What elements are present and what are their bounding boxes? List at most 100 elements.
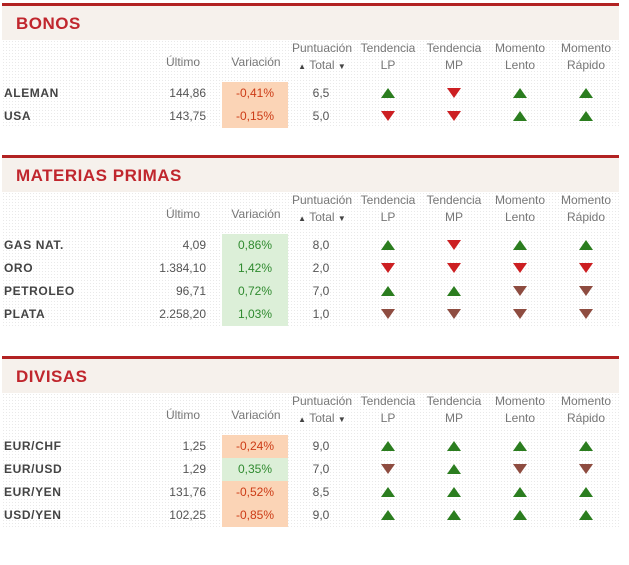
section-table: Último Variación Puntuación ▲ Total ▼ Te… [2,393,619,527]
momentum-slow-icon [513,487,527,497]
sort-desc-icon[interactable]: ▼ [337,214,346,223]
header-trend-mp: Tendencia MP [420,40,488,84]
sort-asc-icon[interactable]: ▲ [298,415,307,424]
asset-name: ORO [4,261,34,275]
asset-name: PLATA [4,307,46,321]
score-value: 7,0 [312,284,330,298]
momentum-slow-icon [513,441,527,451]
header-momentum-slow-line2: Lento [504,210,536,224]
header-momentum-fast-line1: Momento [560,41,612,55]
sort-desc-icon[interactable]: ▼ [337,415,346,424]
variation-value: 1,03% [222,303,288,326]
trend-mp-icon [447,441,461,451]
last-value: 4,09 [182,238,206,252]
momentum-slow-icon [513,309,527,319]
header-variation: Variación [231,55,281,69]
trend-lp-icon [381,111,395,121]
score-value: 8,5 [312,485,330,499]
header-momentum-slow: Momento Lento [486,40,554,84]
sort-asc-icon[interactable]: ▲ [298,214,307,223]
momentum-slow-icon [513,286,527,296]
trend-mp-icon [447,510,461,520]
section-title: MATERIAS PRIMAS [2,158,619,192]
sort-desc-icon[interactable]: ▼ [337,62,346,71]
header-last: Último [165,408,200,422]
score-value: 1,0 [312,307,330,321]
trend-mp-icon [447,286,461,296]
trend-lp-icon [381,441,395,451]
variation-value: -0,85% [222,504,288,527]
table-row: USA 143,75 -0,15% 5,0 [2,105,619,128]
header-score-total: Total [309,411,335,425]
table-row: ORO 1.384,10 1,42% 2,0 [2,257,619,280]
header-score-label: Puntuación [291,394,353,408]
header-momentum-fast-line2: Rápido [566,58,606,72]
asset-name: USA [4,109,32,123]
score-value: 7,0 [312,462,330,476]
table-row: EUR/USD 1,29 0,35% 7,0 [2,458,619,481]
last-value: 102,25 [169,508,206,522]
section-divider [2,356,619,359]
header-momentum-slow: Momento Lento [486,393,554,437]
header-momentum-fast: Momento Rápido [552,192,620,236]
trend-mp-icon [447,88,461,98]
header-score-sort[interactable]: ▲ Total ▼ [288,209,356,227]
section-divider [2,155,619,158]
header-score-total: Total [309,58,335,72]
last-value: 96,71 [175,284,206,298]
momentum-slow-icon [513,88,527,98]
asset-name: PETROLEO [4,284,75,298]
variation-value: 0,72% [222,280,288,303]
asset-name: USD/YEN [4,508,62,522]
header-momentum-slow: Momento Lento [486,192,554,236]
trend-mp-icon [447,487,461,497]
momentum-fast-icon [579,441,593,451]
header-momentum-slow-line1: Momento [494,41,546,55]
last-value: 1.384,10 [159,261,206,275]
header-trend-lp: Tendencia LP [354,40,422,84]
header-momentum-slow-line2: Lento [504,58,536,72]
momentum-fast-icon [579,263,593,273]
header-momentum-fast: Momento Rápido [552,40,620,84]
section-table: Último Variación Puntuación ▲ Total ▼ Te… [2,40,619,128]
score-value: 2,0 [312,261,330,275]
last-value: 1,25 [182,439,206,453]
score-value: 9,0 [312,508,330,522]
trend-mp-icon [447,111,461,121]
trend-lp-icon [381,487,395,497]
score-value: 8,0 [312,238,330,252]
header-score[interactable]: Puntuación ▲ Total ▼ [288,192,356,236]
header-last: Último [165,55,200,69]
asset-name: EUR/CHF [4,439,62,453]
header-trend-lp-line2: LP [380,411,396,425]
header-variation: Variación [231,408,281,422]
section-title: DIVISAS [2,359,619,393]
momentum-fast-icon [579,487,593,497]
last-value: 2.258,20 [159,307,206,321]
momentum-fast-icon [579,309,593,319]
sort-asc-icon[interactable]: ▲ [298,62,307,71]
header-trend-mp-line2: MP [445,58,463,72]
trend-lp-icon [381,240,395,250]
variation-value: 0,35% [222,458,288,481]
header-momentum-slow-line1: Momento [494,193,546,207]
header-trend-lp-line1: Tendencia [360,41,416,55]
header-score[interactable]: Puntuación ▲ Total ▼ [288,40,356,84]
section-divider [2,3,619,6]
header-score-sort[interactable]: ▲ Total ▼ [288,410,356,428]
header-trend-mp-line1: Tendencia [426,394,482,408]
header-trend-lp: Tendencia LP [354,393,422,437]
asset-name: EUR/USD [4,462,63,476]
score-value: 5,0 [312,109,330,123]
header-score-sort[interactable]: ▲ Total ▼ [288,57,356,75]
section-table: Último Variación Puntuación ▲ Total ▼ Te… [2,192,619,326]
trend-lp-icon [381,510,395,520]
trend-lp-icon [381,263,395,273]
header-score[interactable]: Puntuación ▲ Total ▼ [288,393,356,437]
trend-lp-icon [381,464,395,474]
header-trend-mp: Tendencia MP [420,393,488,437]
last-value: 143,75 [169,109,206,123]
momentum-fast-icon [579,88,593,98]
section-title: BONOS [2,6,619,40]
table-row: GAS NAT. 4,09 0,86% 8,0 [2,234,619,257]
